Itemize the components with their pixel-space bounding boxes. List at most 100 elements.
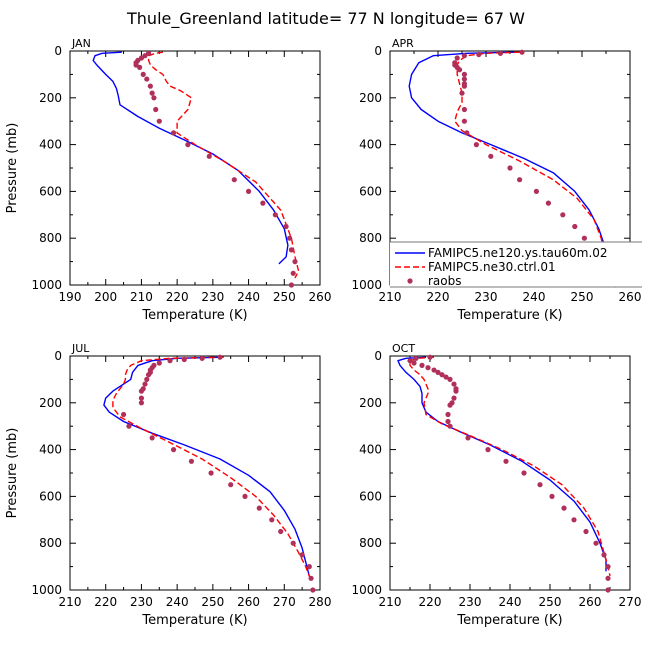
x-tick-label-jan-190: 190: [59, 290, 82, 304]
y-tick-label-oct-1000: 1000: [351, 583, 382, 597]
x-tick-label-oct-240: 240: [499, 595, 522, 609]
raobs-point-jan: [144, 76, 150, 82]
raobs-point-oct: [419, 362, 425, 368]
y-tick-label-apr-200: 200: [359, 91, 382, 105]
plot-frame-oct: [389, 355, 631, 591]
raobs-point-jul: [199, 355, 205, 361]
raobs-point-jan: [283, 223, 289, 230]
x-tick-label-jul-260: 260: [237, 595, 260, 609]
raobs-point-oct: [451, 381, 457, 387]
ne120-line-apr: [408, 51, 607, 272]
raobs-point-jan: [156, 118, 162, 124]
raobs-point-jan: [170, 130, 177, 136]
y-tick-label-jan-1000: 1000: [31, 278, 62, 292]
raobs-point-oct: [451, 395, 457, 401]
plot-frame-jan: [69, 50, 321, 286]
x-axis-label-oct: Temperature (K): [456, 613, 562, 628]
y-tick-label-apr-1000: 1000: [351, 278, 382, 292]
x-axis-label-apr: Temperature (K): [456, 308, 562, 323]
x-tick-label-jul-250: 250: [201, 595, 224, 609]
x-tick-label-jul-230: 230: [130, 595, 153, 609]
y-tick-label-jan-0: 0: [54, 44, 62, 58]
raobs-point-jul: [142, 381, 148, 387]
raobs-point-jan: [288, 282, 295, 288]
raobs-point-jul: [256, 505, 262, 511]
y-tick-label-apr-0: 0: [374, 44, 382, 58]
raobs-point-oct: [521, 470, 527, 476]
x-tick-label-jul-280: 280: [309, 595, 332, 609]
raobs-point-jul: [290, 540, 296, 546]
raobs-point-oct: [413, 355, 419, 361]
ne120-line-jan: [92, 51, 289, 265]
raobs-point-jul: [228, 482, 234, 488]
raobs-point-apr: [461, 76, 467, 82]
raobs-point-apr: [581, 235, 588, 241]
raobs-point-jul: [138, 400, 145, 406]
raobs-point-oct: [445, 418, 451, 425]
raobs-point-oct: [583, 528, 589, 535]
raobs-point-apr: [473, 142, 479, 148]
x-tick-label-oct-260: 260: [579, 595, 602, 609]
x-tick-label-oct-270: 270: [619, 595, 642, 609]
x-tick-label-jul-220: 220: [94, 595, 117, 609]
x-tick-label-jul-210: 210: [59, 595, 82, 609]
raobs-point-apr: [517, 177, 523, 183]
raobs-point-oct: [549, 493, 555, 499]
raobs-point-oct: [593, 540, 599, 546]
y-tick-label-apr-800: 800: [359, 231, 382, 245]
raobs-point-jan: [185, 142, 191, 148]
raobs-point-oct: [425, 365, 431, 371]
raobs-point-oct: [427, 354, 433, 360]
raobs-point-jul: [138, 388, 145, 394]
raobs-point-apr: [459, 90, 465, 96]
x-tick-label-jan-240: 240: [237, 290, 260, 304]
x-tick-label-jul-270: 270: [273, 595, 296, 609]
raobs-point-apr: [461, 106, 467, 113]
panel-title-jan: JAN: [71, 37, 91, 50]
raobs-point-oct: [571, 517, 577, 523]
y-tick-label-apr-600: 600: [359, 184, 382, 198]
raobs-point-oct: [605, 587, 611, 593]
panel-title-apr: APR: [392, 37, 414, 50]
panel-title-oct: OCT: [392, 342, 415, 355]
x-tick-label-oct-220: 220: [419, 595, 442, 609]
raobs-point-jul: [208, 470, 214, 476]
y-axis-label-jan: Pressure (mb): [5, 123, 20, 214]
raobs-point-apr: [497, 50, 503, 56]
raobs-point-jul: [120, 411, 127, 418]
legend-label-1: FAMIPC5.ne30.ctrl.01: [428, 260, 556, 274]
panels: 190 200 210 220 230 240 250 260 0 200 400 600 800 100…: [5, 37, 641, 628]
raobs-point-jan: [206, 153, 212, 159]
raobs-point-oct: [443, 374, 449, 380]
raobs-point-jul: [145, 372, 152, 378]
y-tick-label-jul-400: 400: [39, 443, 62, 457]
panel-jul: 210 220 230 240 250 260 270 280 0 200 400 600 800 100…: [5, 342, 331, 628]
raobs-point-oct: [605, 564, 611, 570]
raobs-point-apr: [545, 200, 552, 206]
raobs-point-jan: [140, 71, 146, 77]
ne30-line-oct: [409, 356, 611, 577]
y-tick-label-jan-400: 400: [39, 138, 62, 152]
raobs-point-apr: [464, 130, 470, 136]
raobs-point-oct: [447, 376, 453, 382]
raobs-point-apr: [476, 51, 482, 58]
raobs-point-oct: [447, 423, 453, 429]
figure-title: Thule_Greenland latitude= 77 N longitude…: [126, 9, 525, 29]
y-tick-label-jul-0: 0: [54, 349, 62, 363]
x-tick-label-oct-250: 250: [539, 595, 562, 609]
raobs-point-jul: [310, 587, 316, 593]
legend-background: [390, 242, 642, 287]
raobs-point-jul: [308, 575, 314, 581]
raobs-point-apr: [572, 223, 578, 230]
legend-label-0: FAMIPC5.ne120.ys.tau60m.02: [428, 246, 608, 260]
raobs-point-jul: [149, 435, 155, 441]
raobs-point-apr: [533, 188, 540, 194]
y-tick-label-jul-800: 800: [39, 536, 62, 550]
y-tick-label-oct-600: 600: [359, 489, 382, 503]
x-tick-label-apr-240: 240: [523, 290, 546, 304]
y-tick-label-jul-200: 200: [39, 396, 62, 410]
raobs-point-jul: [167, 358, 173, 364]
y-tick-label-oct-200: 200: [359, 396, 382, 410]
raobs-point-oct: [435, 369, 441, 375]
raobs-point-jul: [217, 354, 223, 360]
